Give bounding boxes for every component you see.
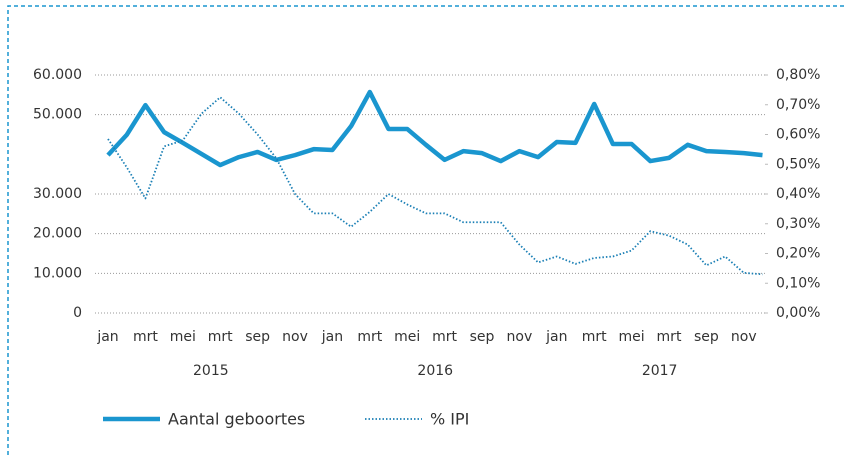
y2-tick-label: 0,00% xyxy=(776,305,820,321)
x-tick-label: nov xyxy=(731,329,757,345)
x-tick-label: mrt xyxy=(432,329,457,345)
y2-tick-label: 0,30% xyxy=(776,216,820,232)
x-tick-label: mei xyxy=(394,329,420,345)
frame xyxy=(7,5,845,455)
series-line xyxy=(106,89,763,168)
y2-tick-label: 0,50% xyxy=(776,156,820,172)
x-tick-label: mrt xyxy=(208,329,233,345)
x-group-label: 2016 xyxy=(417,363,453,379)
y-tick-label: 20.000 xyxy=(33,226,82,242)
x-group-label: 2017 xyxy=(642,363,678,379)
x-tick-label: sep xyxy=(694,329,719,345)
y-tick-label: 50.000 xyxy=(33,107,82,123)
x-tick-label: nov xyxy=(282,329,308,345)
y2-tick-label: 0,80% xyxy=(776,67,820,83)
y2-tick-label: 0,60% xyxy=(776,127,820,143)
x-tick-label: mrt xyxy=(133,329,158,345)
x-tick-label: mrt xyxy=(357,329,382,345)
x-tick-label: mrt xyxy=(657,329,682,345)
legend-label: % IPI xyxy=(430,410,469,429)
x-tick-label: sep xyxy=(470,329,495,345)
x-tick-label: nov xyxy=(507,329,533,345)
x-tick-label: jan xyxy=(321,329,343,345)
x-tick-label: mrt xyxy=(582,329,607,345)
y-tick-label: 10.000 xyxy=(33,265,82,281)
x-tick-label: mei xyxy=(619,329,645,345)
x-group-label: 2015 xyxy=(193,363,229,379)
x-tick-label: mei xyxy=(170,329,196,345)
x-tick-label: jan xyxy=(96,329,118,345)
y-tick-label: 60.000 xyxy=(33,67,82,83)
y2-tick-label: 0,20% xyxy=(776,246,820,262)
legend-label: Aantal geboortes xyxy=(168,410,305,429)
series-line xyxy=(107,96,763,276)
y-tick-label: 30.000 xyxy=(33,186,82,202)
y-tick-label: 0 xyxy=(73,305,82,321)
y2-tick-label: 0,10% xyxy=(776,275,820,291)
x-tick-label: jan xyxy=(545,329,567,345)
y2-tick-label: 0,70% xyxy=(776,97,820,113)
y2-tick-label: 0,40% xyxy=(776,186,820,202)
x-tick-label: sep xyxy=(245,329,270,345)
